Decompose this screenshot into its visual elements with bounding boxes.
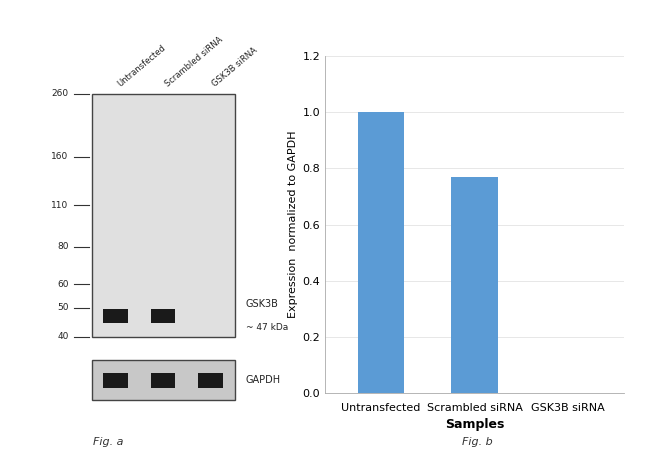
Bar (103, 373, 128, 388)
Text: 260: 260 (51, 89, 69, 98)
Text: 60: 60 (57, 280, 69, 289)
Text: 160: 160 (51, 152, 69, 161)
Text: 40: 40 (57, 332, 69, 342)
Text: GSK3B siRNA: GSK3B siRNA (211, 46, 259, 89)
Text: GAPDH: GAPDH (246, 375, 281, 385)
Bar (103, 309, 128, 322)
X-axis label: Samples: Samples (445, 418, 504, 431)
Text: Fig. b: Fig. b (462, 437, 493, 447)
Bar (358, 112, 404, 393)
Y-axis label: Expression  normalized to GAPDH: Expression normalized to GAPDH (288, 131, 298, 318)
Bar (451, 177, 498, 393)
Text: 80: 80 (57, 242, 69, 251)
Bar (198, 373, 223, 388)
Text: 110: 110 (51, 201, 69, 210)
Bar (151, 309, 176, 322)
Text: Scrambled siRNA: Scrambled siRNA (163, 36, 224, 89)
Text: Fig. a: Fig. a (94, 437, 124, 447)
Text: Untransfected: Untransfected (115, 44, 167, 89)
Text: 50: 50 (57, 303, 69, 313)
Bar (92, 94, 235, 337)
Bar (151, 373, 176, 388)
Text: ~ 47 kDa: ~ 47 kDa (246, 323, 288, 332)
Bar (92, 360, 235, 400)
Text: GSK3B: GSK3B (246, 299, 279, 309)
